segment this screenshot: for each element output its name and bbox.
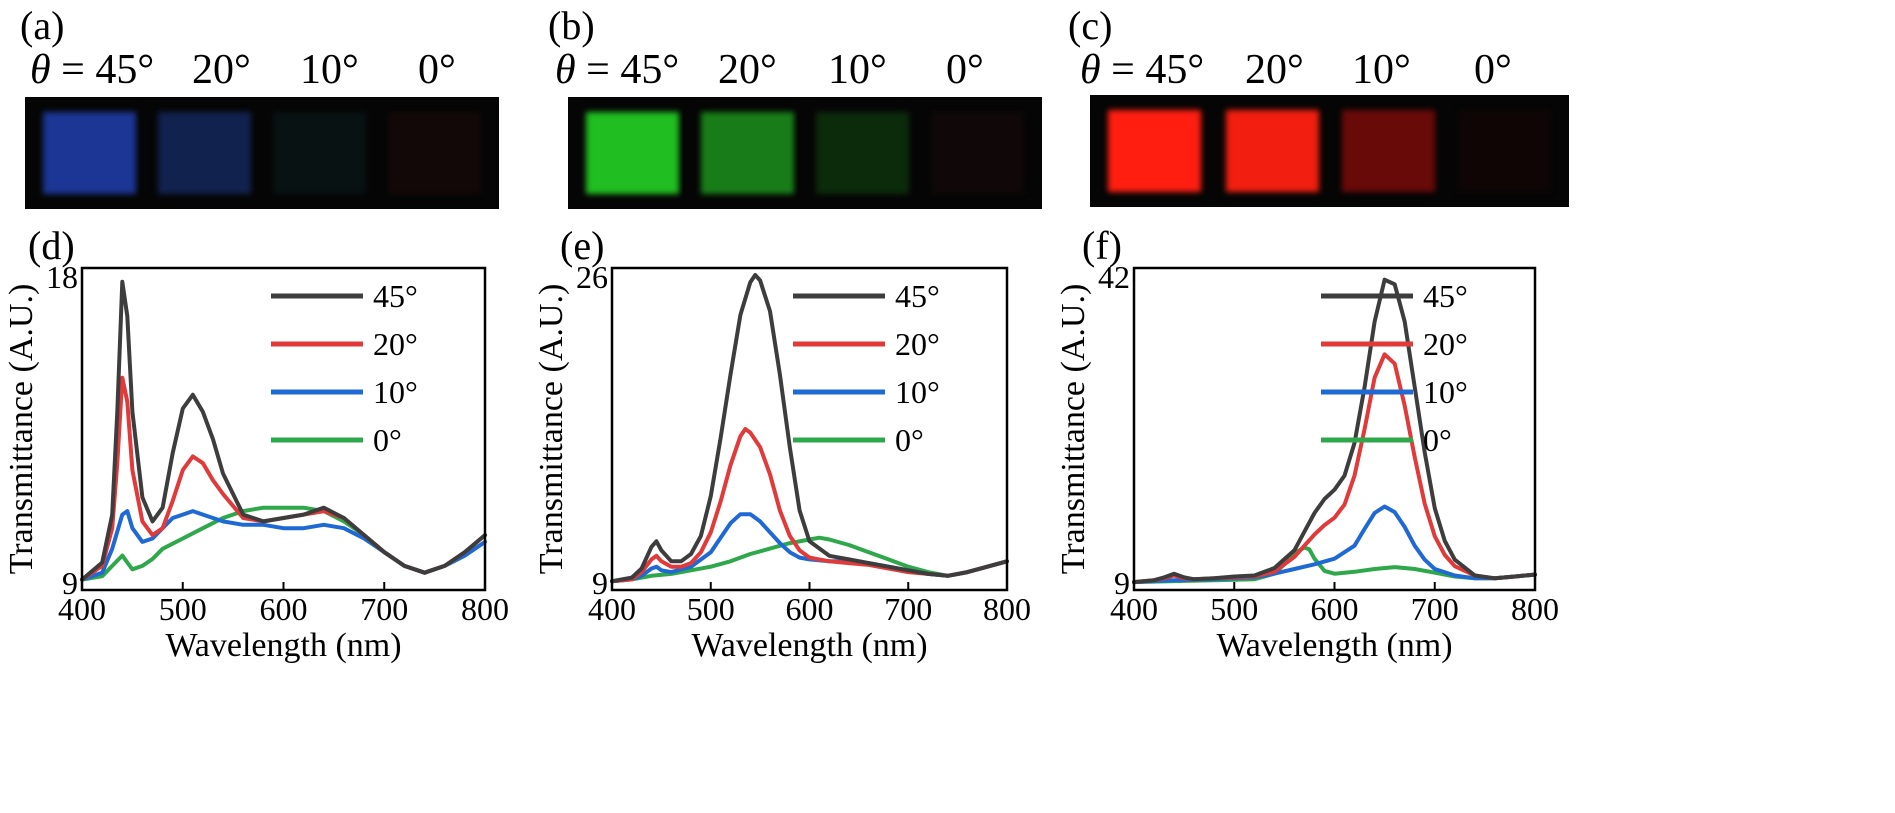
x-tick-label: 600 xyxy=(260,591,308,627)
photo-glow xyxy=(1458,109,1551,193)
series-line xyxy=(1132,352,1537,585)
photo-glow xyxy=(586,111,679,195)
x-axis-label: Wavelength (nm) xyxy=(165,627,401,664)
series-line xyxy=(80,279,487,582)
x-tick-label: 800 xyxy=(1511,591,1559,627)
y-axis-label: Transmittance (A.U.) xyxy=(1055,284,1092,575)
angle-label: 20° xyxy=(192,47,251,93)
photo-glow xyxy=(931,111,1024,195)
legend-label: 20° xyxy=(895,326,940,362)
angle-label: 0° xyxy=(946,47,984,93)
y-tick-label: 42 xyxy=(1098,259,1130,295)
photo-square xyxy=(140,97,269,209)
x-tick-label: 600 xyxy=(1311,591,1359,627)
legend-label: 20° xyxy=(1423,326,1468,362)
series-line xyxy=(80,375,487,582)
x-tick-label: 600 xyxy=(786,591,834,627)
photo-square xyxy=(255,97,384,209)
theta-symbol: θ xyxy=(30,47,51,93)
angle-value: = 45° xyxy=(575,47,680,93)
legend-label: 10° xyxy=(373,374,418,410)
legend-label: 10° xyxy=(895,374,940,410)
y-tick-label: 26 xyxy=(576,259,608,295)
legend-label: 45° xyxy=(373,278,418,314)
series-line xyxy=(610,512,1009,584)
angle-label: 10° xyxy=(1352,47,1411,93)
x-tick-label: 400 xyxy=(1110,591,1158,627)
y-tick-label: 18 xyxy=(46,259,78,295)
photo-glow xyxy=(158,111,251,195)
x-tick-label: 800 xyxy=(983,591,1031,627)
photo-square xyxy=(568,97,697,209)
plot-frame xyxy=(1132,266,1537,592)
legend-label: 45° xyxy=(895,278,940,314)
series-line xyxy=(1132,277,1537,585)
panel-label-d: (d) xyxy=(28,223,75,268)
panel-label-e: (e) xyxy=(560,223,605,268)
photo-glow xyxy=(1226,109,1319,193)
photo-square xyxy=(1090,95,1219,207)
x-tick-label: 800 xyxy=(461,591,509,627)
photo-square xyxy=(25,97,154,209)
photo-square xyxy=(1440,95,1569,207)
y-axis-label: Transmittance (A.U.) xyxy=(3,284,40,575)
photo-glow xyxy=(273,111,366,195)
panel-label-b: (b) xyxy=(548,3,595,48)
panel-label-c: (c) xyxy=(1068,3,1113,48)
photo-square xyxy=(683,97,812,209)
legend-label: 10° xyxy=(1423,374,1468,410)
angle-label: 20° xyxy=(718,47,777,93)
photo-glow xyxy=(816,111,909,195)
angle-label: θ = 45° xyxy=(1080,48,1204,92)
legend-label: 0° xyxy=(895,422,924,458)
x-tick-label: 700 xyxy=(884,591,932,627)
angle-label: 10° xyxy=(300,47,359,93)
x-tick-label: 500 xyxy=(1210,591,1258,627)
chart-d: 400 500 600 700 800 18 9 Wavelength (nm) Transmi… xyxy=(3,259,509,664)
x-tick-label: 700 xyxy=(360,591,408,627)
photo-square xyxy=(370,97,499,209)
x-axis-label: Wavelength (nm) xyxy=(691,627,927,664)
angle-value: = 45° xyxy=(50,47,155,93)
x-tick-label: 400 xyxy=(58,591,106,627)
theta-symbol: θ xyxy=(1080,47,1101,93)
y-tick-label: 9 xyxy=(62,565,78,601)
series-line xyxy=(610,273,1009,584)
panel-label-f: (f) xyxy=(1082,223,1122,268)
x-tick-label: 500 xyxy=(159,591,207,627)
legend-label: 0° xyxy=(373,422,402,458)
angle-label: 10° xyxy=(828,47,887,93)
photo-glow xyxy=(388,111,481,195)
angle-value: = 45° xyxy=(1100,47,1205,93)
photo-square xyxy=(1208,95,1337,207)
photo-square xyxy=(798,97,927,209)
legend-label: 0° xyxy=(1423,422,1452,458)
y-tick-label: 9 xyxy=(592,565,608,601)
chart-f: 400 500 600 700 800 42 9 Wavelength (nm) Transmi… xyxy=(1055,259,1559,664)
photo-glow xyxy=(43,111,136,195)
photo-square xyxy=(913,97,1042,209)
angle-label: 20° xyxy=(1245,47,1304,93)
x-tick-label: 700 xyxy=(1411,591,1459,627)
angle-label: θ = 45° xyxy=(30,48,154,92)
photo-glow xyxy=(1108,109,1201,193)
theta-symbol: θ xyxy=(555,47,576,93)
angle-label: θ = 45° xyxy=(555,48,679,92)
x-tick-label: 500 xyxy=(687,591,735,627)
photo-glow xyxy=(701,111,794,195)
panel-label-a: (a) xyxy=(20,3,65,48)
legend-label: 20° xyxy=(373,326,418,362)
x-tick-label: 400 xyxy=(588,591,636,627)
legend-label: 45° xyxy=(1423,278,1468,314)
angle-label: 0° xyxy=(418,47,456,93)
y-tick-label: 9 xyxy=(1114,565,1130,601)
photo-square xyxy=(1324,95,1453,207)
x-axis-label: Wavelength (nm) xyxy=(1216,627,1452,664)
photo-glow xyxy=(1342,109,1435,193)
chart-e: 400 500 600 700 800 26 9 Wavelength (nm) Transmi… xyxy=(533,259,1031,664)
y-axis-label: Transmittance (A.U.) xyxy=(533,284,570,575)
angle-label: 0° xyxy=(1474,47,1512,93)
